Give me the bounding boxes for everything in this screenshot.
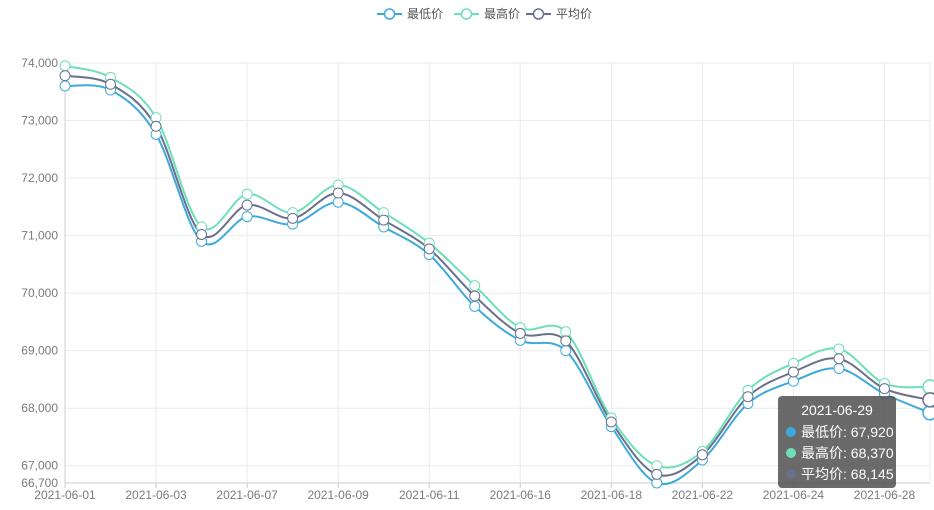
data-point-avg[interactable]: [59, 70, 71, 82]
data-point-avg[interactable]: [105, 78, 117, 90]
tooltip-row-avg: 平均价: 68,145: [786, 463, 894, 484]
y-tick-label: 69,000: [21, 344, 58, 358]
data-point-avg[interactable]: [605, 416, 617, 428]
tooltip-row-high: 最高价: 68,370: [786, 442, 894, 463]
axes: 66,700 67,000 68,000 69,000 70,000 71,000 72,0…: [21, 56, 930, 502]
x-tick-label: 2021-06-07: [216, 488, 278, 502]
data-point-avg[interactable]: [196, 228, 208, 240]
data-point-avg[interactable]: [241, 199, 253, 211]
data-point-avg[interactable]: [878, 383, 890, 395]
data-point-avg[interactable]: [150, 120, 162, 132]
data-point-avg[interactable]: [922, 392, 934, 408]
data-point-avg[interactable]: [423, 243, 435, 255]
data-point-low[interactable]: [833, 363, 845, 375]
tooltip-row-low: 最低价: 67,920: [786, 421, 894, 442]
legend[interactable]: 最低价 最高价 平均价: [377, 6, 592, 21]
x-tick-label: 2021-06-24: [763, 488, 825, 502]
tooltip-dot-high: [786, 447, 796, 458]
x-tick-label: 2021-06-01: [34, 488, 96, 502]
y-tick-label: 74,000: [21, 56, 58, 70]
data-point-avg[interactable]: [469, 290, 481, 302]
data-point-avg[interactable]: [787, 366, 799, 378]
data-point-high[interactable]: [833, 343, 845, 355]
y-tick-label: 66,700: [21, 476, 58, 490]
x-tick-label: 2021-06-09: [307, 488, 369, 502]
data-point-low[interactable]: [332, 196, 344, 208]
data-point-low[interactable]: [59, 80, 71, 92]
y-tick-label: 67,000: [21, 459, 58, 473]
x-tick-label: 2021-06-22: [672, 488, 734, 502]
data-point-high[interactable]: [560, 326, 572, 338]
data-point-high[interactable]: [59, 60, 71, 72]
data-point-avg[interactable]: [696, 449, 708, 461]
data-point-avg[interactable]: [560, 335, 572, 347]
y-tick-label: 68,000: [21, 401, 58, 415]
y-tick-label: 70,000: [21, 286, 58, 300]
data-point-high[interactable]: [241, 188, 253, 200]
tooltip-value-avg: 平均价: 68,145: [801, 465, 894, 482]
tooltip-dot-avg: [786, 468, 796, 479]
y-tick-label: 72,000: [21, 171, 58, 185]
legend-marker-avg[interactable]: [532, 8, 545, 20]
tooltip-dot-low: [786, 426, 796, 437]
tooltip-value-high: 最高价: 68,370: [801, 444, 894, 461]
data-points[interactable]: [59, 60, 934, 489]
data-point-avg[interactable]: [514, 327, 526, 339]
data-point-low[interactable]: [469, 300, 481, 312]
data-point-low[interactable]: [922, 405, 934, 421]
y-tick-label: 73,000: [21, 114, 58, 128]
legend-label-high[interactable]: 最高价: [484, 6, 520, 21]
data-point-avg[interactable]: [378, 214, 390, 226]
data-point-high[interactable]: [469, 280, 481, 292]
data-point-avg[interactable]: [742, 391, 754, 403]
x-tick-label: 2021-06-11: [399, 488, 460, 502]
data-point-avg[interactable]: [287, 212, 299, 224]
data-point-low[interactable]: [787, 375, 799, 387]
tooltip-title: 2021-06-29: [801, 402, 873, 418]
x-tick-label: 2021-06-28: [854, 488, 916, 502]
x-tick-label: 2021-06-03: [125, 488, 187, 502]
legend-label-avg[interactable]: 平均价: [556, 7, 592, 21]
data-point-avg[interactable]: [332, 187, 344, 199]
legend-label-low[interactable]: 最低价: [407, 7, 443, 21]
tooltip-value-low: 最低价: 67,920: [801, 423, 894, 440]
legend-marker-low[interactable]: [383, 8, 396, 20]
chart-tooltip: 2021-06-29 最低价: 67,920 最高价: 68,370 平均价: …: [778, 396, 896, 488]
data-point-avg[interactable]: [833, 353, 845, 365]
data-point-high[interactable]: [922, 379, 934, 395]
data-point-avg[interactable]: [651, 468, 663, 480]
x-tick-label: 2021-06-16: [490, 488, 552, 502]
data-point-low[interactable]: [560, 345, 572, 357]
x-tick-label: 2021-06-18: [581, 488, 643, 502]
data-point-low[interactable]: [241, 211, 253, 223]
y-tick-label: 71,000: [21, 229, 58, 243]
legend-marker-high[interactable]: [460, 8, 473, 20]
